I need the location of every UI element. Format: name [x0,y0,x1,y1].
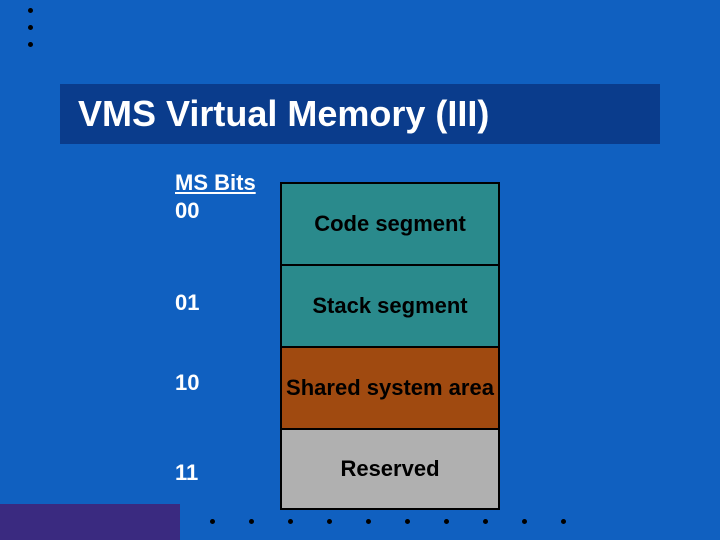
segment-label: Reserved [340,456,439,482]
dot [483,519,488,524]
dot [444,519,449,524]
bits-header: MS Bits [175,170,275,196]
segment-stack: Stack segment [280,264,500,346]
dot [28,8,33,13]
dot [28,42,33,47]
segment-code: Code segment [280,182,500,264]
decorative-dots-bottom [210,519,566,524]
bits-label: 01 [175,290,199,316]
segment-reserved: Reserved [280,428,500,510]
dot [28,25,33,30]
bits-label-column: MS Bits 00 01 10 11 [175,170,275,196]
segment-label: Shared system area [286,375,494,401]
dot [288,519,293,524]
dot [405,519,410,524]
accent-bar-bottom [0,504,180,540]
dot [249,519,254,524]
segment-shared-system: Shared system area [280,346,500,428]
segment-label: Stack segment [312,293,467,319]
bits-label: 00 [175,198,199,224]
bits-label: 10 [175,370,199,396]
slide-title: VMS Virtual Memory (III) [78,93,489,135]
segment-label: Code segment [314,211,466,237]
dot [210,519,215,524]
memory-segment-stack: Code segment Stack segment Shared system… [280,182,500,510]
dot [327,519,332,524]
dot [366,519,371,524]
dot [522,519,527,524]
dot [561,519,566,524]
decorative-dots-top [28,8,33,59]
bits-label: 11 [175,460,198,486]
title-bar: VMS Virtual Memory (III) [60,84,660,144]
